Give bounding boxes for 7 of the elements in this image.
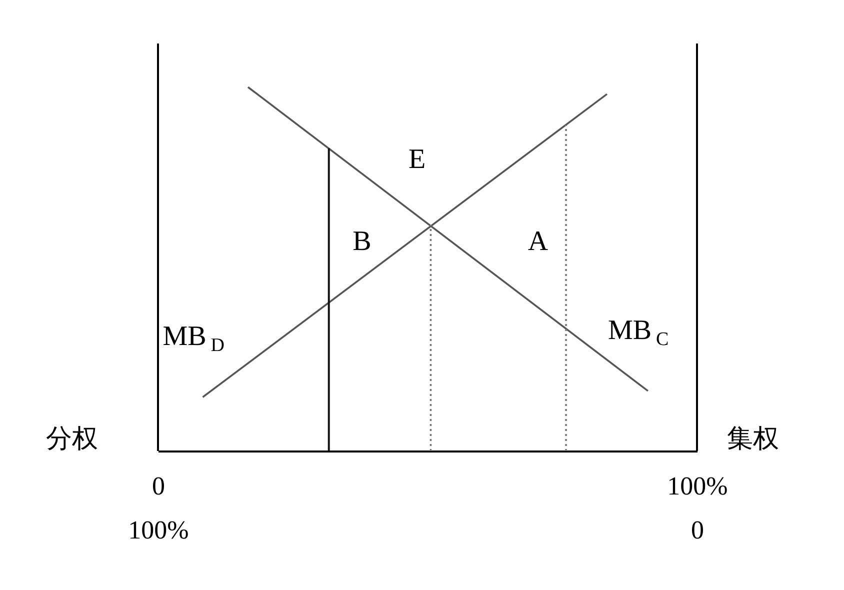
annotation: E [408,144,426,175]
text: 分权 [46,424,98,453]
annotation: B [352,226,372,257]
text: 集权 [727,424,779,453]
x2-tick-label: 0 [691,516,704,544]
annotation: A [528,226,549,257]
x2-tick-label: 100% [128,516,189,544]
